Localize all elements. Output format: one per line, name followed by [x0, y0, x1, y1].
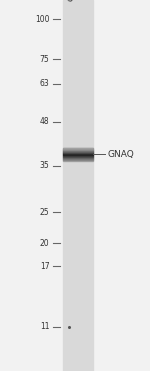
- Text: 63: 63: [40, 79, 50, 88]
- Text: 11: 11: [40, 322, 50, 331]
- Text: 20: 20: [40, 239, 50, 248]
- Bar: [63, 153, 93, 154]
- Bar: [63, 155, 93, 156]
- Bar: [63, 158, 93, 159]
- Text: 25: 25: [40, 208, 50, 217]
- Bar: [63, 152, 93, 153]
- Bar: [63, 160, 93, 161]
- Bar: [63, 0, 93, 371]
- Text: Ovary: Ovary: [65, 0, 91, 4]
- Bar: [63, 150, 93, 151]
- Bar: [63, 159, 93, 160]
- Text: GNAQ: GNAQ: [108, 150, 135, 159]
- Bar: [63, 157, 93, 158]
- Bar: [63, 154, 93, 155]
- Text: 48: 48: [40, 117, 50, 126]
- Bar: [63, 148, 93, 149]
- Text: 17: 17: [40, 262, 50, 270]
- Text: 75: 75: [40, 55, 50, 64]
- Text: 35: 35: [40, 161, 50, 170]
- Bar: [63, 151, 93, 152]
- Bar: [63, 149, 93, 150]
- Text: 100: 100: [35, 15, 50, 24]
- Bar: [63, 156, 93, 157]
